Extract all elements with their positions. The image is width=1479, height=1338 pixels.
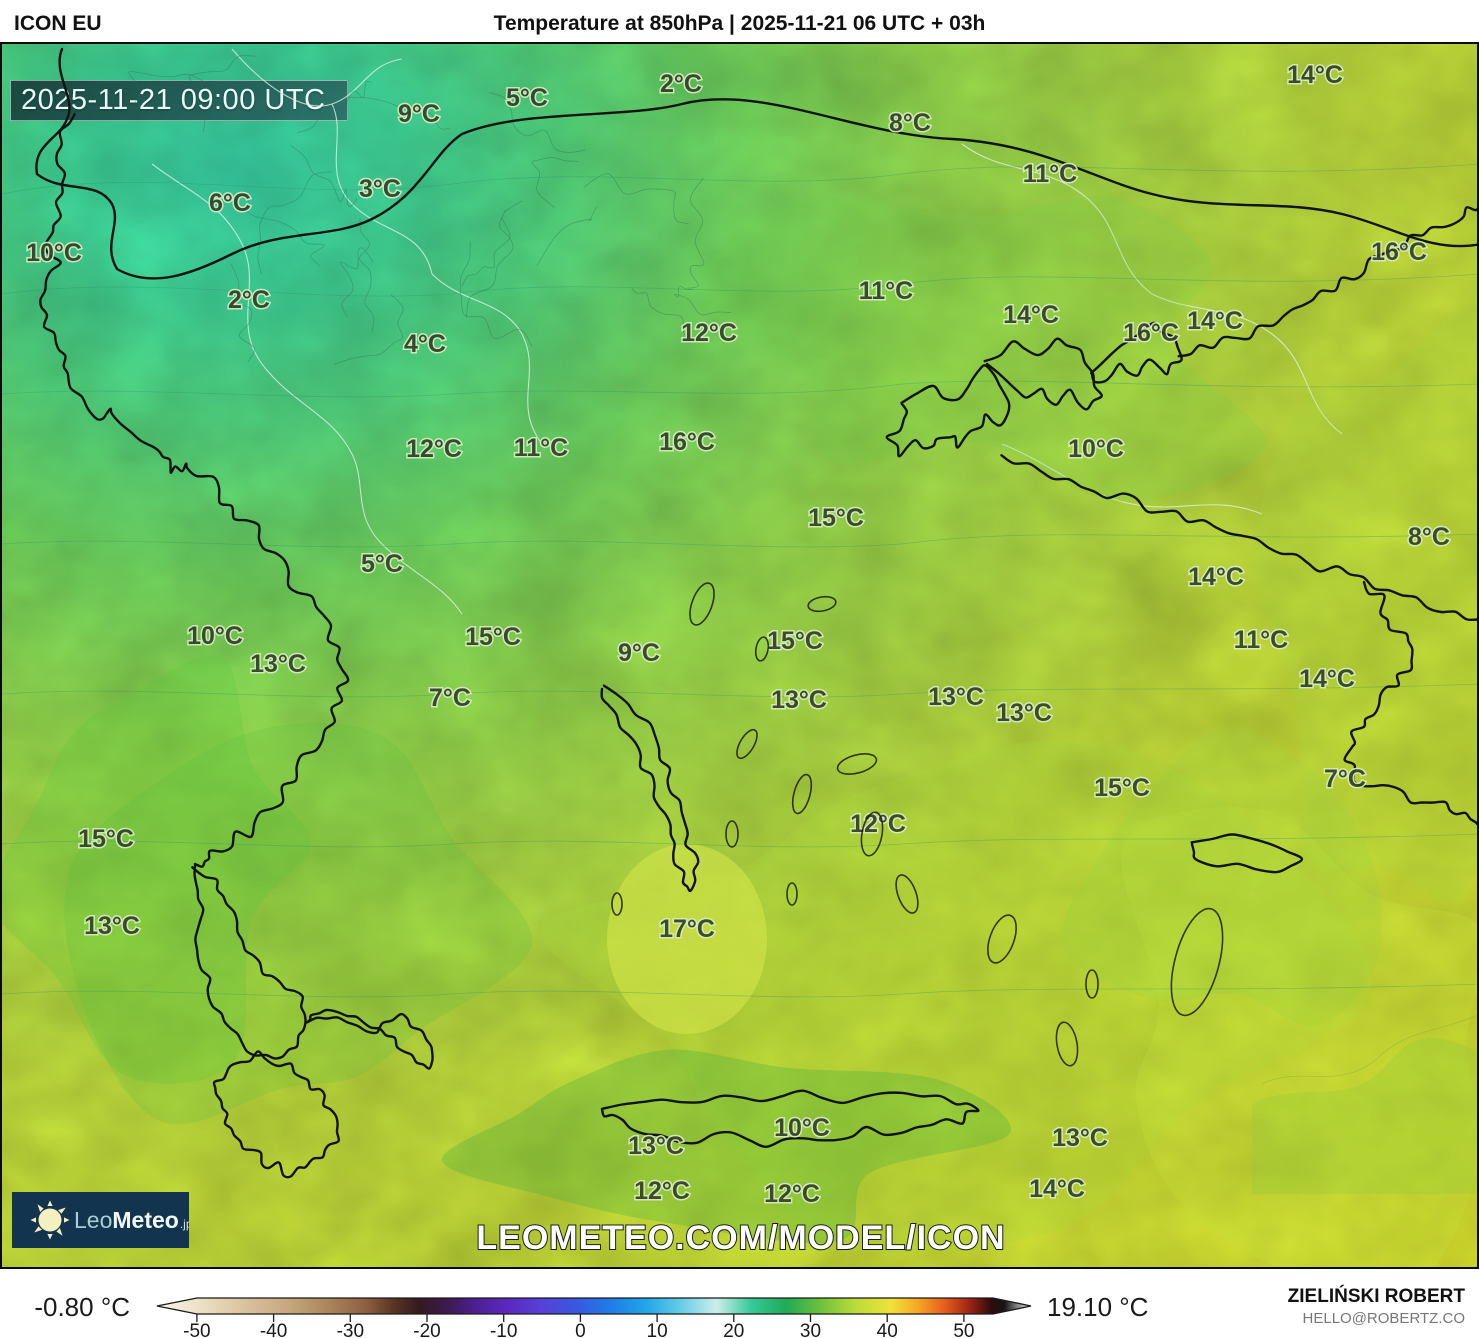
svg-text:0: 0 — [575, 1321, 586, 1338]
svg-text:10: 10 — [647, 1321, 668, 1338]
svg-text:50: 50 — [953, 1321, 974, 1338]
svg-text:-40: -40 — [260, 1321, 287, 1338]
svg-text:19.10 °C: 19.10 °C — [1047, 1292, 1148, 1322]
svg-text:40: 40 — [877, 1321, 898, 1338]
svg-text:-10: -10 — [490, 1321, 517, 1338]
svg-text:-30: -30 — [337, 1321, 364, 1338]
svg-text:20: 20 — [723, 1321, 744, 1338]
svg-text:30: 30 — [800, 1321, 821, 1338]
svg-text:-50: -50 — [183, 1321, 210, 1338]
svg-text:LEOMETEO.COM/MODEL/ICON: LEOMETEO.COM/MODEL/ICON — [476, 1219, 1005, 1257]
svg-text:-20: -20 — [413, 1321, 440, 1338]
svg-text:-0.80 °C: -0.80 °C — [34, 1292, 130, 1322]
